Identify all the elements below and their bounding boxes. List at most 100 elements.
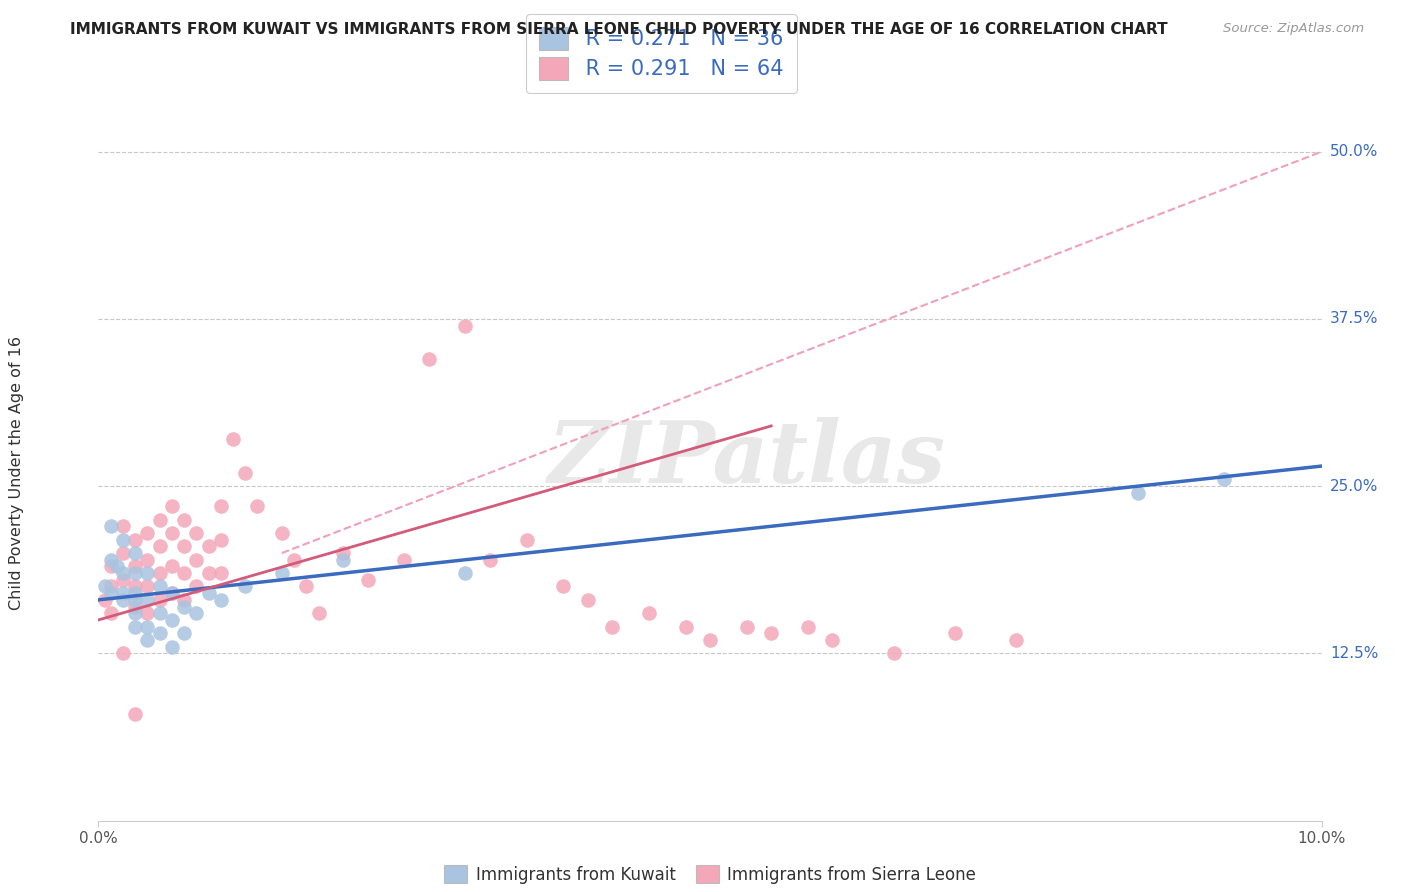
- Text: 37.5%: 37.5%: [1330, 311, 1378, 326]
- Point: [149, 566, 172, 581]
- Point: [392, 552, 416, 567]
- Point: [111, 519, 134, 533]
- Point: [295, 580, 318, 594]
- Text: Source: ZipAtlas.com: Source: ZipAtlas.com: [1223, 22, 1364, 36]
- Point: [759, 626, 782, 640]
- Point: [186, 526, 208, 541]
- Point: [356, 573, 378, 587]
- Text: Child Poverty Under the Age of 16: Child Poverty Under the Age of 16: [10, 335, 24, 610]
- Point: [111, 646, 134, 660]
- Text: IMMIGRANTS FROM KUWAIT VS IMMIGRANTS FROM SIERRA LEONE CHILD POVERTY UNDER THE A: IMMIGRANTS FROM KUWAIT VS IMMIGRANTS FRO…: [70, 22, 1167, 37]
- Point: [553, 580, 575, 594]
- Point: [516, 533, 538, 547]
- Text: ZIPatlas: ZIPatlas: [548, 417, 946, 500]
- Point: [186, 552, 208, 567]
- Point: [186, 607, 208, 621]
- Point: [222, 433, 245, 447]
- Point: [186, 580, 208, 594]
- Point: [160, 586, 183, 600]
- Point: [283, 552, 305, 567]
- Point: [454, 566, 477, 581]
- Point: [797, 620, 820, 634]
- Point: [270, 566, 292, 581]
- Point: [160, 559, 183, 574]
- Point: [173, 566, 195, 581]
- Point: [100, 586, 122, 600]
- Point: [173, 512, 195, 526]
- Point: [136, 592, 159, 607]
- Point: [136, 552, 159, 567]
- Text: 12.5%: 12.5%: [1330, 646, 1378, 661]
- Point: [576, 592, 599, 607]
- Point: [136, 620, 159, 634]
- Point: [308, 607, 330, 621]
- Text: 25.0%: 25.0%: [1330, 479, 1378, 493]
- Point: [1004, 633, 1026, 648]
- Point: [136, 633, 159, 648]
- Point: [233, 580, 256, 594]
- Point: [943, 626, 966, 640]
- Point: [332, 552, 354, 567]
- Point: [105, 559, 128, 574]
- Point: [883, 646, 905, 660]
- Point: [124, 559, 146, 574]
- Point: [124, 533, 146, 547]
- Point: [124, 706, 146, 721]
- Point: [136, 607, 159, 621]
- Point: [1212, 473, 1234, 487]
- Point: [124, 586, 146, 600]
- Point: [209, 500, 232, 514]
- Point: [93, 580, 115, 594]
- Legend: Immigrants from Kuwait, Immigrants from Sierra Leone: Immigrants from Kuwait, Immigrants from …: [436, 857, 984, 892]
- Point: [111, 592, 134, 607]
- Point: [454, 318, 477, 333]
- Point: [124, 546, 146, 560]
- Point: [149, 512, 172, 526]
- Point: [124, 599, 146, 614]
- Point: [149, 626, 172, 640]
- Point: [209, 592, 232, 607]
- Point: [100, 552, 122, 567]
- Point: [160, 586, 183, 600]
- Point: [111, 566, 134, 581]
- Point: [100, 519, 122, 533]
- Point: [160, 526, 183, 541]
- Point: [1128, 485, 1150, 500]
- Point: [100, 607, 122, 621]
- Point: [100, 580, 122, 594]
- Point: [332, 546, 354, 560]
- Point: [160, 640, 183, 654]
- Text: 50.0%: 50.0%: [1330, 145, 1378, 159]
- Point: [197, 539, 219, 553]
- Point: [111, 533, 134, 547]
- Point: [821, 633, 844, 648]
- Point: [173, 539, 195, 553]
- Point: [197, 586, 219, 600]
- Point: [136, 566, 159, 581]
- Point: [173, 599, 195, 614]
- Point: [124, 580, 146, 594]
- Point: [209, 566, 232, 581]
- Point: [246, 500, 269, 514]
- Point: [149, 539, 172, 553]
- Point: [173, 626, 195, 640]
- Point: [233, 466, 256, 480]
- Point: [160, 613, 183, 627]
- Point: [111, 546, 134, 560]
- Point: [209, 533, 232, 547]
- Point: [418, 352, 440, 367]
- Point: [124, 620, 146, 634]
- Point: [124, 566, 146, 581]
- Point: [637, 607, 661, 621]
- Point: [699, 633, 721, 648]
- Point: [124, 607, 146, 621]
- Point: [149, 607, 172, 621]
- Point: [197, 566, 219, 581]
- Point: [136, 580, 159, 594]
- Point: [111, 573, 134, 587]
- Point: [735, 620, 758, 634]
- Point: [675, 620, 697, 634]
- Point: [173, 592, 195, 607]
- Point: [149, 592, 172, 607]
- Point: [93, 592, 115, 607]
